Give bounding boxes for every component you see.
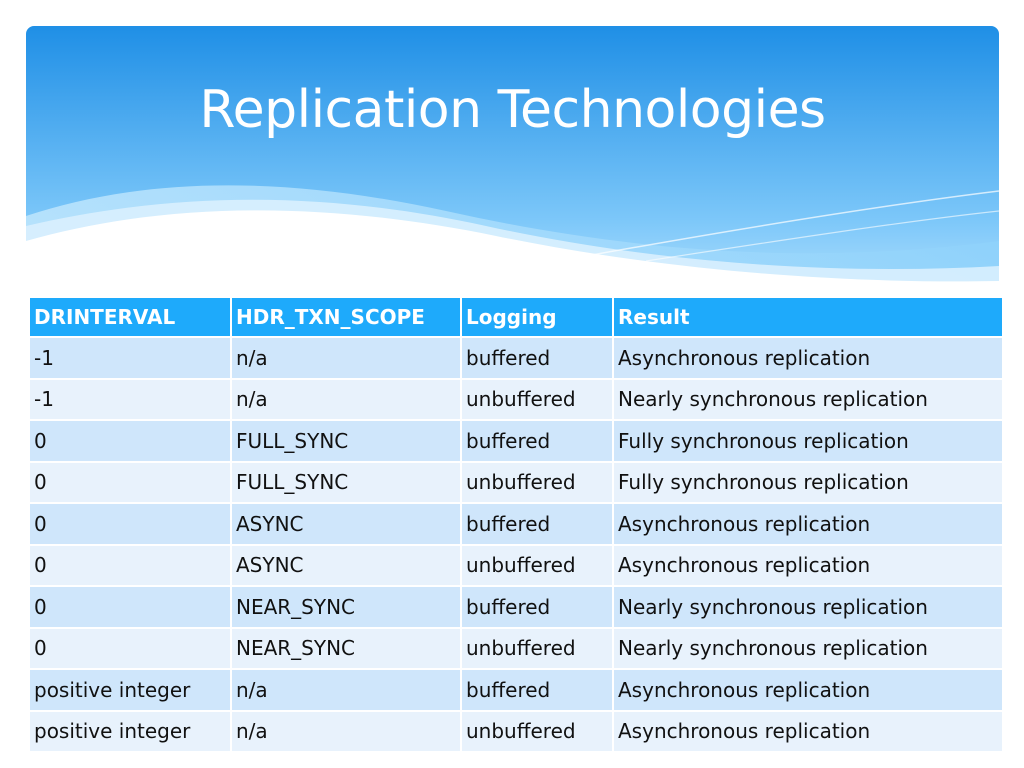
cell-logging: unbuffered	[462, 462, 612, 502]
table-row: positive integer n/a buffered Asynchrono…	[30, 670, 1002, 710]
cell-hdr-txn-scope: FULL_SYNC	[232, 462, 460, 502]
cell-logging: unbuffered	[462, 379, 612, 419]
cell-result: Asynchronous replication	[614, 338, 1002, 378]
table-header-row: DRINTERVAL HDR_TXN_SCOPE Logging Result	[30, 298, 1002, 336]
column-header-hdr-txn-scope: HDR_TXN_SCOPE	[232, 298, 460, 336]
table-row: 0 FULL_SYNC buffered Fully synchronous r…	[30, 421, 1002, 461]
cell-result: Nearly synchronous replication	[614, 379, 1002, 419]
slide-title: Replication Technologies	[199, 80, 826, 140]
cell-result: Asynchronous replication	[614, 504, 1002, 544]
cell-hdr-txn-scope: n/a	[232, 379, 460, 419]
cell-drinterval: 0	[30, 462, 230, 502]
title-banner	[26, 26, 999, 284]
column-header-drinterval: DRINTERVAL	[30, 298, 230, 336]
cell-drinterval: -1	[30, 379, 230, 419]
cell-logging: buffered	[462, 587, 612, 627]
cell-result: Nearly synchronous replication	[614, 587, 1002, 627]
column-header-logging: Logging	[462, 298, 612, 336]
table-row: 0 NEAR_SYNC buffered Nearly synchronous …	[30, 587, 1002, 627]
cell-logging: buffered	[462, 504, 612, 544]
table-row: positive integer n/a unbuffered Asynchro…	[30, 711, 1002, 751]
cell-drinterval: 0	[30, 587, 230, 627]
cell-result: Asynchronous replication	[614, 711, 1002, 751]
cell-result: Asynchronous replication	[614, 670, 1002, 710]
table-row: 0 NEAR_SYNC unbuffered Nearly synchronou…	[30, 628, 1002, 668]
cell-result: Asynchronous replication	[614, 545, 1002, 585]
cell-result: Fully synchronous replication	[614, 462, 1002, 502]
cell-logging: unbuffered	[462, 628, 612, 668]
cell-hdr-txn-scope: ASYNC	[232, 504, 460, 544]
cell-logging: unbuffered	[462, 711, 612, 751]
cell-hdr-txn-scope: ASYNC	[232, 545, 460, 585]
cell-logging: buffered	[462, 670, 612, 710]
column-header-result: Result	[614, 298, 1002, 336]
cell-result: Nearly synchronous replication	[614, 628, 1002, 668]
table-row: -1 n/a buffered Asynchronous replication	[30, 338, 1002, 378]
cell-logging: buffered	[462, 338, 612, 378]
cell-logging: unbuffered	[462, 545, 612, 585]
cell-drinterval: 0	[30, 504, 230, 544]
cell-hdr-txn-scope: FULL_SYNC	[232, 421, 460, 461]
wave-banner-graphic	[26, 26, 999, 284]
cell-drinterval: positive integer	[30, 711, 230, 751]
cell-drinterval: 0	[30, 628, 230, 668]
cell-drinterval: 0	[30, 545, 230, 585]
replication-table: DRINTERVAL HDR_TXN_SCOPE Logging Result …	[28, 296, 1004, 753]
cell-hdr-txn-scope: NEAR_SYNC	[232, 587, 460, 627]
table-row: 0 FULL_SYNC unbuffered Fully synchronous…	[30, 462, 1002, 502]
cell-hdr-txn-scope: n/a	[232, 670, 460, 710]
table-row: -1 n/a unbuffered Nearly synchronous rep…	[30, 379, 1002, 419]
cell-hdr-txn-scope: n/a	[232, 711, 460, 751]
cell-logging: buffered	[462, 421, 612, 461]
cell-hdr-txn-scope: n/a	[232, 338, 460, 378]
cell-hdr-txn-scope: NEAR_SYNC	[232, 628, 460, 668]
cell-drinterval: positive integer	[30, 670, 230, 710]
table-row: 0 ASYNC unbuffered Asynchronous replicat…	[30, 545, 1002, 585]
cell-result: Fully synchronous replication	[614, 421, 1002, 461]
cell-drinterval: -1	[30, 338, 230, 378]
table-row: 0 ASYNC buffered Asynchronous replicatio…	[30, 504, 1002, 544]
cell-drinterval: 0	[30, 421, 230, 461]
